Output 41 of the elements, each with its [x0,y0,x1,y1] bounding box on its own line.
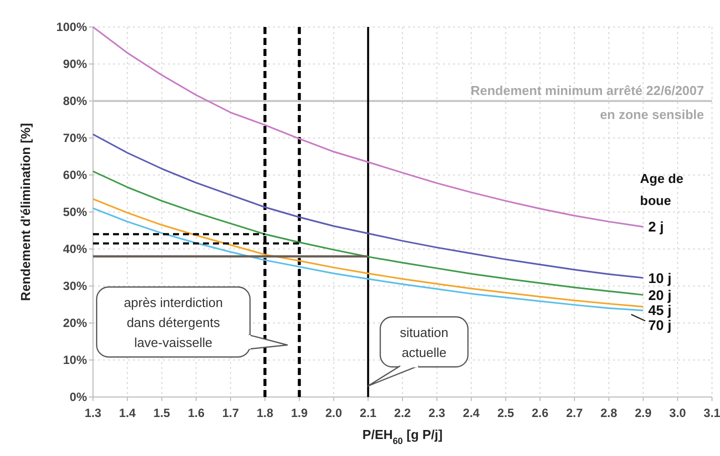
x-tick-label: 1.4 [119,406,136,420]
series-label: 70 j [648,316,672,333]
x-tick-label: 1.8 [256,406,274,420]
x-tick-label: 2.3 [428,406,446,420]
y-tick-label: 50% [62,205,88,220]
y-tick-label: 90% [62,57,88,72]
annotation: situation actuelle [400,324,448,360]
x-tick-label: 2.7 [566,406,584,420]
y-axis-title: Rendement d'élimination [%] [18,123,33,301]
x-tick-label: 2.6 [532,406,549,420]
y-tick-label: 100% [56,20,88,34]
x-tick-label: 2.0 [325,406,342,420]
y-tick-label: 0% [70,390,88,404]
annotation: après interdiction dans détergents lave-vaisselle [124,295,223,350]
x-tick-label: 1.5 [153,406,170,420]
x-tick-label: 2.5 [497,406,514,420]
y-tick-label: 20% [62,316,88,330]
x-tick-label: 2.1 [360,406,377,420]
y-tick-label: 80% [62,94,88,108]
y-tick-label: 40% [62,242,88,256]
series-label: 20 j [648,286,672,303]
series-label: 45 j [648,302,672,318]
x-axis-title: P/EH$_{60}$ [g P/j] [362,427,443,446]
y-tick-label: 10% [62,353,88,368]
x-tick-label: 1.6 [188,406,205,420]
series-label: 2 j [648,218,664,235]
x-tick-label: 3.1 [704,406,720,420]
y-tick-label: 30% [62,279,88,294]
ref-line-label: Rendement minimum arrêté 22/6/2007 en zone sensible [470,83,704,122]
x-tick-label: 1.7 [222,406,240,420]
x-tick-label: 3.0 [669,406,686,420]
y-tick-label: 60% [62,168,88,182]
legend-title: Age de boue [640,171,684,208]
x-tick-label: 2.8 [600,406,618,420]
x-tick-label: 2.9 [634,406,652,420]
series-label: 10 j [648,270,672,286]
x-tick-label: 1.9 [290,406,308,420]
x-tick-label: 2.4 [462,406,480,420]
y-tick-label: 70% [62,131,88,146]
x-tick-label: 2.2 [394,406,412,420]
x-tick-label: 1.3 [84,406,102,420]
